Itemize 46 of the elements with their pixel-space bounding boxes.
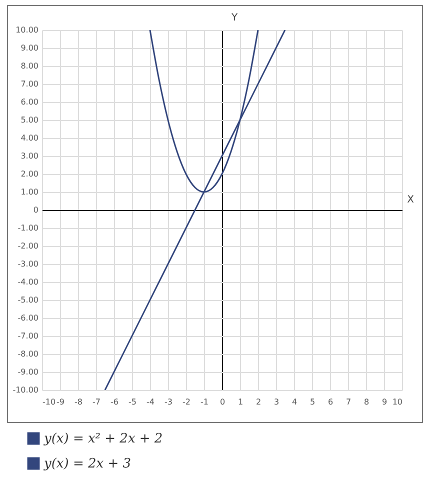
x-tick-label: 2 [256, 398, 262, 406]
x-tick-label: -4 [146, 398, 154, 406]
y-tick-label: 5.00 [20, 116, 38, 124]
y-tick-label: 10.00 [16, 26, 38, 34]
y-tick-label: -2.00 [18, 242, 38, 250]
x-tick-label: 5 [310, 398, 316, 406]
legend-label: y(x) = x² + 2x + 2 [43, 432, 163, 446]
y-tick-label: -7.00 [18, 332, 38, 340]
x-tick-label: -9 [56, 398, 64, 406]
y-tick-label: 3.00 [20, 152, 38, 160]
x-tick-label: 0 [220, 398, 226, 406]
y-tick-label: 2.00 [20, 170, 38, 178]
x-axis-title: X [407, 194, 414, 206]
x-tick-label: 6 [328, 398, 334, 406]
y-tick-label: 4.00 [20, 134, 38, 142]
y-tick-label: -10.00 [12, 386, 38, 394]
x-tick-label: 9 [382, 398, 388, 406]
y-tick-label: -3.00 [18, 260, 38, 268]
y-tick-label: 9.00 [20, 44, 38, 52]
x-tick-label: -10 [42, 398, 56, 406]
y-tick-label: 0 [33, 206, 38, 214]
x-tick-label: -7 [92, 398, 100, 406]
y-tick-label: -8.00 [18, 350, 38, 358]
y-tick-label: -9.00 [18, 368, 38, 376]
x-tick-label: -2 [182, 398, 190, 406]
legend-label: y(x) = 2x + 3 [43, 456, 132, 472]
y-tick-label: 7.00 [20, 80, 38, 88]
y-axis-title: Y [230, 12, 238, 24]
x-tick-label: -1 [200, 398, 208, 406]
x-tick-label: 4 [292, 398, 298, 406]
x-tick-label: 10 [392, 398, 402, 406]
x-tick-label: 7 [346, 398, 352, 406]
x-tick-label: -6 [110, 398, 118, 406]
x-tick-label: -8 [74, 398, 82, 406]
y-tick-label: -6.00 [18, 314, 38, 322]
y-tick-label: 8.00 [20, 62, 38, 70]
x-tick-label: -5 [128, 398, 136, 406]
x-tick-label: -3 [164, 398, 172, 406]
x-tick-label: 8 [364, 398, 370, 406]
y-tick-label: 6.00 [20, 98, 38, 106]
x-tick-label: 3 [274, 398, 280, 406]
y-tick-label: 1.00 [20, 188, 38, 196]
y-tick-label: -4.00 [18, 278, 38, 286]
y-tick-label: -5.00 [18, 296, 38, 304]
y-tick-label: -1.00 [18, 224, 38, 232]
x-tick-label: 1 [238, 398, 244, 406]
